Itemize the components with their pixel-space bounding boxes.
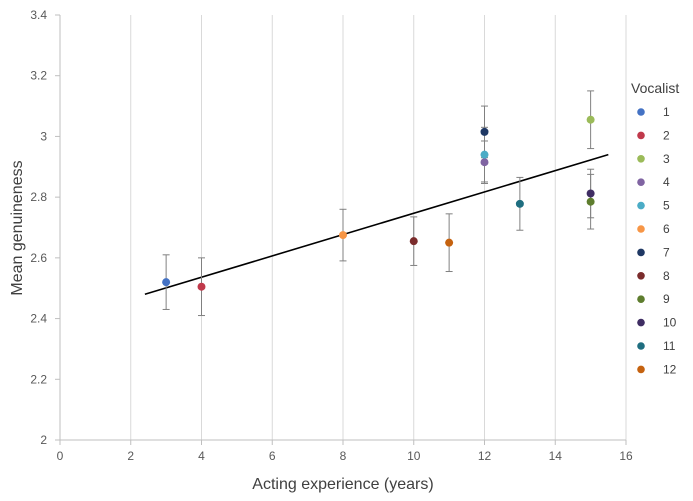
x-tick-label: 6 <box>269 449 276 463</box>
y-axis-title: Mean genuineness <box>9 160 26 295</box>
legend-item-5: 5 <box>637 199 670 213</box>
legend-label: 2 <box>663 128 670 142</box>
data-point-vocalist-10 <box>586 189 595 198</box>
legend-label: 1 <box>663 105 670 119</box>
legend-label: 4 <box>663 175 670 189</box>
legend-label: 11 <box>663 339 676 353</box>
y-tick-label: 2.2 <box>30 372 47 386</box>
data-point-vocalist-3 <box>586 115 595 124</box>
legend-marker <box>637 248 645 257</box>
trendline-layer <box>144 153 609 296</box>
legend-item-3: 3 <box>637 152 670 166</box>
y-tick-label: 2.4 <box>30 312 47 326</box>
legend-marker <box>637 201 645 210</box>
x-tick-label: 4 <box>198 449 205 463</box>
legend-label: 10 <box>663 316 677 330</box>
data-point-vocalist-11 <box>515 199 524 208</box>
legend-marker <box>637 225 645 233</box>
y-tick-label: 2 <box>40 433 47 447</box>
legend-marker <box>637 295 645 304</box>
legend-title: Vocalist <box>631 80 679 96</box>
legend-item-7: 7 <box>637 245 670 259</box>
legend-item-11: 11 <box>637 339 676 353</box>
y-tick-label: 2.8 <box>30 190 47 204</box>
legend-item-2: 2 <box>637 128 670 142</box>
legend-label: 5 <box>663 199 670 213</box>
x-tick-label: 10 <box>407 449 421 463</box>
legend-label: 6 <box>663 222 670 236</box>
y-tick-label: 2.6 <box>30 251 47 265</box>
legend-marker <box>637 318 645 327</box>
data-point-vocalist-4 <box>480 158 489 167</box>
legend-item-1: 1 <box>637 105 670 119</box>
tick-label-layer: 22.22.42.62.833.23.40 2 4 6 8 10 12 14 16 <box>30 8 633 463</box>
x-axis-title: Acting experience (years) <box>252 476 433 493</box>
legend-label: 8 <box>663 269 670 283</box>
legend-label: 12 <box>663 362 677 376</box>
y-tick-label: 3.2 <box>30 69 47 83</box>
legend-marker <box>637 365 645 374</box>
legend-marker <box>637 155 645 163</box>
legend-marker <box>637 178 645 186</box>
legend-marker <box>637 342 645 350</box>
x-tick-label: 12 <box>478 449 492 463</box>
data-point-vocalist-9 <box>586 197 595 206</box>
data-point-vocalist-12 <box>445 238 454 247</box>
data-point-vocalist-6 <box>339 231 347 240</box>
x-tick-label: 0 <box>57 449 64 463</box>
data-point-vocalist-8 <box>409 237 418 246</box>
legend-item-4: 4 <box>637 175 670 189</box>
legend-item-8: 8 <box>637 269 670 283</box>
x-tick-label: 8 <box>340 449 347 463</box>
error-bar-layer <box>162 90 595 317</box>
legend-marker <box>637 108 645 116</box>
y-tick-label: 3.4 <box>30 8 47 22</box>
data-point-vocalist-1 <box>162 278 171 287</box>
point-layer <box>162 115 595 291</box>
legend-item-9: 9 <box>637 292 670 306</box>
legend-label: 7 <box>663 245 670 259</box>
x-tick-label: 2 <box>127 449 134 463</box>
legend-item-6: 6 <box>637 222 670 236</box>
legend-label: 3 <box>663 152 670 166</box>
data-point-vocalist-5 <box>480 150 489 159</box>
legend-item-10: 10 <box>637 316 677 330</box>
axis-layer <box>55 14 627 445</box>
grid-layer <box>130 15 627 440</box>
legend-item-12: 12 <box>637 362 677 376</box>
data-point-vocalist-2 <box>197 282 206 291</box>
data-point-vocalist-7 <box>480 127 489 136</box>
y-tick-label: 3 <box>40 129 47 143</box>
legend-label: 9 <box>663 292 670 306</box>
x-tick-label: 16 <box>619 449 633 463</box>
legend-marker <box>637 131 645 140</box>
x-tick-label: 14 <box>549 449 563 463</box>
legend-marker <box>637 272 645 280</box>
trendline <box>144 153 609 296</box>
